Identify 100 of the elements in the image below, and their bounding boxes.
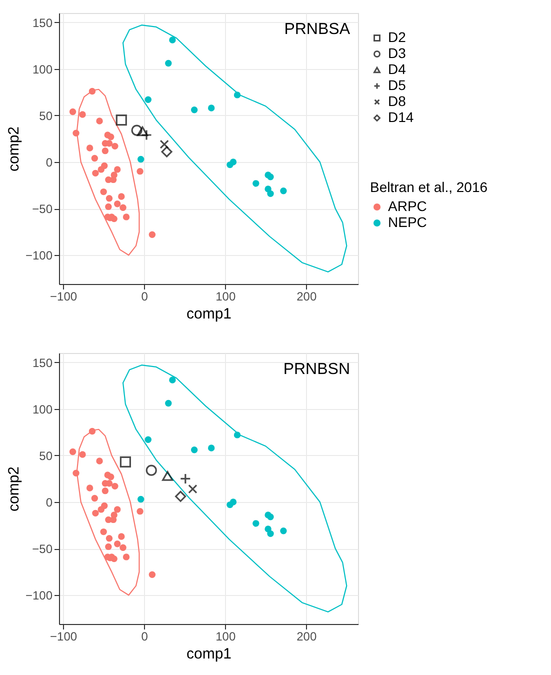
point [144,96,152,103]
point [280,188,287,194]
point [169,36,176,44]
y-tick-label: −50 [32,202,53,216]
point [91,154,98,162]
point [108,474,114,480]
point [100,528,107,536]
point [136,168,144,175]
point [252,520,260,527]
y-tick-label: 0 [46,496,53,510]
legend-label: D5 [388,77,406,93]
x-tick-label: 100 [216,290,236,304]
annotation: PRNBSN [283,361,350,378]
point [86,484,94,492]
point [69,108,76,116]
y-tick-label: 150 [32,356,53,370]
point [72,130,80,136]
point [146,464,157,476]
legend-label: NEPC [388,214,427,230]
y-tick-label: −50 [32,542,53,556]
point [169,376,176,384]
y-tick-label: −100 [25,588,53,603]
point [234,92,241,98]
y-tick-label: 100 [32,402,53,416]
point [188,484,198,494]
point [91,494,98,502]
point [72,470,80,476]
y-tick-label: 50 [39,448,53,463]
point [114,506,121,513]
legend-label: D3 [388,45,406,61]
point [208,104,215,112]
y-tick-label: 100 [32,62,53,76]
legend-label: D8 [388,93,406,109]
point [160,140,169,149]
point [112,482,118,490]
point [122,554,130,560]
point [88,88,96,95]
legend-title: Beltran et al., 2016 [370,179,488,195]
point [98,166,104,173]
point [267,530,274,538]
x-axis-title: comp1 [186,306,232,322]
point [106,194,113,202]
point [267,190,274,198]
y-axis-title: comp2 [5,466,22,512]
x-tick-label: 200 [296,630,317,644]
point [267,514,274,520]
point [116,114,127,126]
point [137,496,144,503]
point [148,231,156,238]
x-tick-label: 0 [141,290,148,304]
y-axis-title: comp2 [5,126,22,172]
point [162,471,174,481]
point [69,448,76,456]
x-tick-label: 0 [141,630,148,644]
y-tick-label: 50 [39,108,53,123]
point [230,498,237,506]
point [190,106,198,114]
point [136,508,144,515]
legend-label: D14 [388,109,414,125]
point [102,147,109,154]
point [114,166,121,173]
point [175,490,186,502]
point [165,60,172,67]
point [118,533,125,540]
point [114,540,121,548]
point [190,446,198,454]
point [88,428,96,435]
legend-label: D4 [388,61,406,77]
point [280,528,287,534]
point [86,144,94,152]
point [165,400,172,407]
point [120,204,126,211]
point [230,158,237,166]
y-tick-label: 0 [46,156,53,170]
x-axis-title: comp1 [186,646,232,662]
point [96,118,103,124]
point [252,180,260,187]
point [122,214,130,220]
y-tick-label: −100 [25,248,53,263]
point [137,156,144,163]
point [98,506,104,513]
point [120,456,131,468]
point [161,146,172,158]
point [208,444,215,452]
point [100,188,107,196]
x-tick-label: 200 [296,290,317,304]
point [114,200,121,208]
point [79,451,86,458]
point [118,193,125,200]
point [136,126,148,136]
point [92,170,99,177]
legend-label: D2 [388,29,406,45]
point [131,124,142,136]
point [110,516,117,524]
point [110,176,117,184]
point [234,432,241,438]
y-tick-label: 150 [32,16,53,30]
point [105,543,112,550]
point [92,510,99,517]
point [120,544,126,551]
